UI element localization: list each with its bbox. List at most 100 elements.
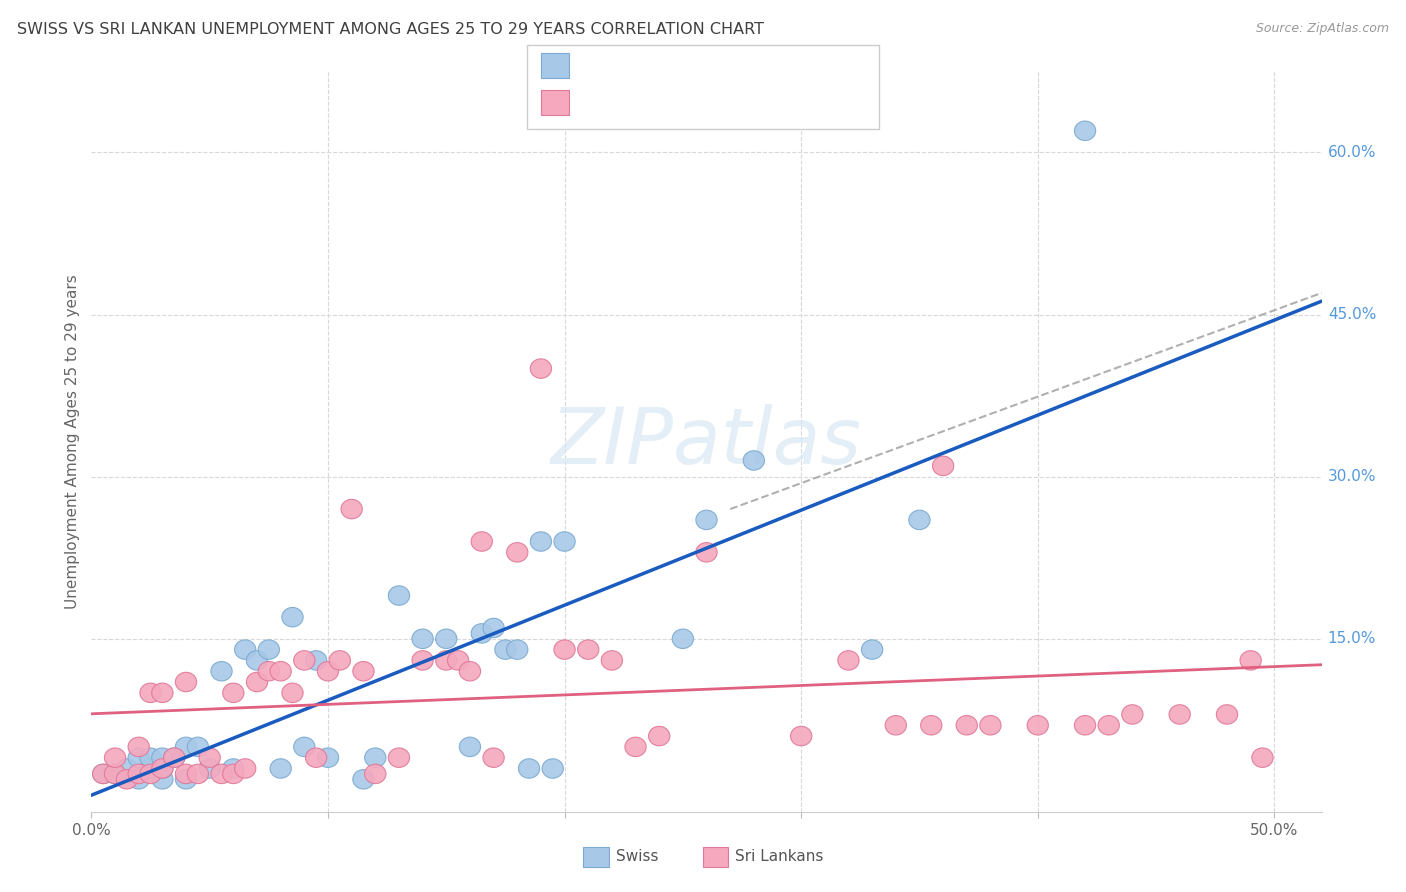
Ellipse shape — [246, 673, 267, 692]
Text: 30.0%: 30.0% — [1327, 469, 1376, 484]
Ellipse shape — [329, 650, 350, 670]
Ellipse shape — [862, 640, 883, 659]
Ellipse shape — [211, 662, 232, 681]
Ellipse shape — [211, 764, 232, 783]
Ellipse shape — [624, 737, 647, 756]
Text: 60.0%: 60.0% — [1327, 145, 1376, 160]
Ellipse shape — [139, 759, 162, 778]
Ellipse shape — [342, 500, 363, 519]
Ellipse shape — [222, 759, 245, 778]
Ellipse shape — [104, 764, 125, 783]
Ellipse shape — [104, 748, 125, 767]
Ellipse shape — [364, 748, 385, 767]
Ellipse shape — [176, 770, 197, 789]
Ellipse shape — [436, 629, 457, 648]
Ellipse shape — [200, 759, 221, 778]
Ellipse shape — [152, 759, 173, 778]
Ellipse shape — [353, 662, 374, 681]
Ellipse shape — [318, 748, 339, 767]
Ellipse shape — [139, 683, 162, 703]
Text: Sri Lankans: Sri Lankans — [735, 849, 824, 863]
Ellipse shape — [1168, 705, 1191, 724]
Ellipse shape — [602, 650, 623, 670]
Ellipse shape — [222, 764, 245, 783]
Ellipse shape — [554, 532, 575, 551]
Ellipse shape — [176, 673, 197, 692]
Ellipse shape — [436, 650, 457, 670]
Ellipse shape — [744, 450, 765, 470]
Ellipse shape — [235, 759, 256, 778]
Ellipse shape — [353, 770, 374, 789]
Ellipse shape — [932, 456, 953, 475]
Ellipse shape — [152, 759, 173, 778]
Ellipse shape — [460, 662, 481, 681]
Ellipse shape — [412, 629, 433, 648]
Ellipse shape — [460, 737, 481, 756]
Ellipse shape — [790, 726, 811, 746]
Ellipse shape — [270, 662, 291, 681]
Ellipse shape — [519, 759, 540, 778]
Ellipse shape — [117, 770, 138, 789]
Ellipse shape — [495, 640, 516, 659]
Ellipse shape — [648, 726, 669, 746]
Ellipse shape — [530, 359, 551, 378]
Ellipse shape — [305, 748, 326, 767]
Ellipse shape — [200, 748, 221, 767]
Ellipse shape — [471, 532, 492, 551]
Ellipse shape — [1028, 715, 1049, 735]
Ellipse shape — [530, 532, 551, 551]
Ellipse shape — [696, 510, 717, 530]
Ellipse shape — [908, 510, 931, 530]
Ellipse shape — [128, 748, 149, 767]
Ellipse shape — [270, 759, 291, 778]
Ellipse shape — [554, 640, 575, 659]
Ellipse shape — [259, 640, 280, 659]
Ellipse shape — [318, 662, 339, 681]
Ellipse shape — [128, 764, 149, 783]
Text: ZIPatlas: ZIPatlas — [551, 403, 862, 480]
Ellipse shape — [886, 715, 907, 735]
Text: 45.0%: 45.0% — [1327, 307, 1376, 322]
Ellipse shape — [246, 650, 267, 670]
Ellipse shape — [93, 764, 114, 783]
Ellipse shape — [93, 764, 114, 783]
Ellipse shape — [1122, 705, 1143, 724]
Ellipse shape — [956, 715, 977, 735]
Ellipse shape — [980, 715, 1001, 735]
Ellipse shape — [838, 650, 859, 670]
Ellipse shape — [152, 770, 173, 789]
Text: 15.0%: 15.0% — [1327, 632, 1376, 647]
Ellipse shape — [482, 748, 505, 767]
Ellipse shape — [281, 683, 304, 703]
Ellipse shape — [388, 748, 409, 767]
Ellipse shape — [163, 748, 184, 767]
Ellipse shape — [543, 759, 564, 778]
Ellipse shape — [364, 764, 385, 783]
Ellipse shape — [1240, 650, 1261, 670]
Ellipse shape — [1074, 121, 1095, 141]
Ellipse shape — [104, 764, 125, 783]
Ellipse shape — [1216, 705, 1237, 724]
Ellipse shape — [412, 650, 433, 670]
Ellipse shape — [235, 640, 256, 659]
Ellipse shape — [1098, 715, 1119, 735]
Text: R =  0.518    N = 42: R = 0.518 N = 42 — [578, 56, 745, 74]
Ellipse shape — [696, 542, 717, 562]
Ellipse shape — [305, 650, 326, 670]
Ellipse shape — [117, 759, 138, 778]
Ellipse shape — [187, 737, 208, 756]
Text: R =  0.060    N = 57: R = 0.060 N = 57 — [578, 94, 745, 112]
Text: Source: ZipAtlas.com: Source: ZipAtlas.com — [1256, 22, 1389, 36]
Ellipse shape — [128, 737, 149, 756]
Ellipse shape — [139, 748, 162, 767]
Ellipse shape — [1251, 748, 1274, 767]
Ellipse shape — [921, 715, 942, 735]
Ellipse shape — [471, 624, 492, 643]
Ellipse shape — [294, 650, 315, 670]
Text: Swiss: Swiss — [616, 849, 658, 863]
Ellipse shape — [176, 737, 197, 756]
Ellipse shape — [447, 650, 468, 670]
Ellipse shape — [163, 748, 184, 767]
Ellipse shape — [187, 764, 208, 783]
Ellipse shape — [152, 748, 173, 767]
